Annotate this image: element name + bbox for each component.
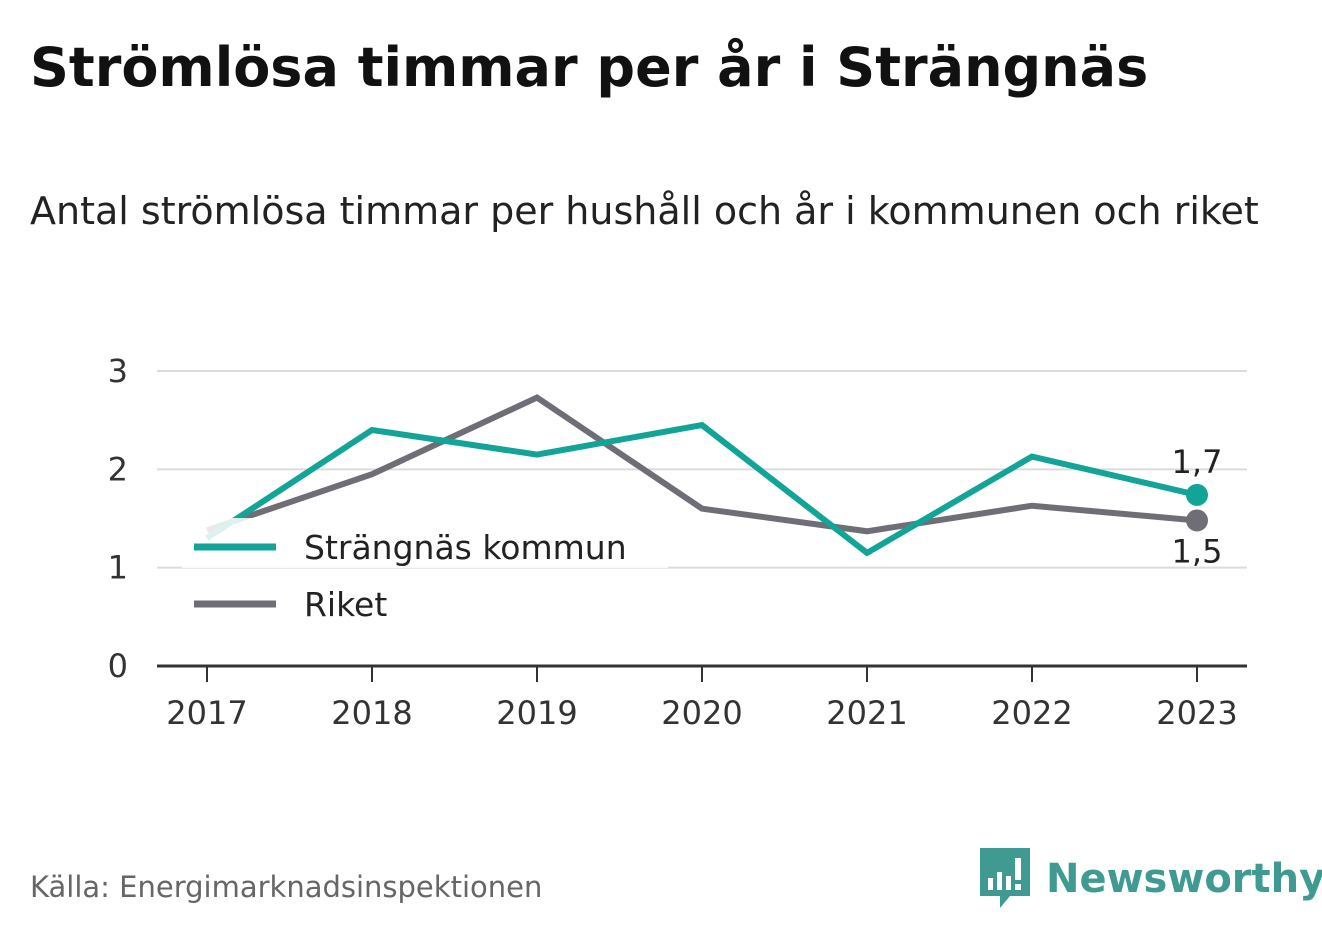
source-note: Källa: Energimarknadsinspektionen: [30, 870, 543, 904]
y-tick-label: 1: [108, 549, 128, 587]
y-tick-label: 0: [108, 647, 128, 685]
y-tick-label: 2: [108, 450, 128, 488]
series-line: [206, 394, 1198, 535]
series-end-point: [1186, 509, 1208, 532]
end-value-label: 1,5: [1172, 532, 1223, 570]
legend: Strängnäs kommun Riket: [182, 518, 668, 624]
series-lines: [205, 394, 1208, 557]
x-tick-label: 2023: [1156, 694, 1237, 732]
series-line: [205, 421, 1198, 557]
x-tick-label: 2022: [991, 694, 1072, 732]
x-tick-label: 2017: [166, 694, 247, 732]
x-tick-label: 2018: [331, 694, 412, 732]
x-tick-label: 2020: [661, 694, 742, 732]
x-axis: 2017 2018 2019 2020 2021 2022 2023: [157, 664, 1247, 732]
x-tick-label: 2019: [496, 694, 577, 732]
x-tick-label: 2021: [826, 694, 907, 732]
legend-label: Riket: [304, 585, 387, 624]
series-end-point: [1186, 483, 1208, 506]
end-value-label: 1,7: [1172, 443, 1223, 481]
newsworthy-logo-icon: [980, 848, 1030, 908]
chart-title: Strömlösa timmar per år i Strängnäs: [30, 36, 1149, 99]
legend-background: [182, 518, 668, 568]
chart-subtitle: Antal strömlösa timmar per hushåll och å…: [30, 189, 1259, 233]
y-axis-ticks: 0 1 2 3: [108, 352, 128, 685]
y-tick-label: 3: [108, 352, 128, 390]
brand-name: Newsworthy: [1046, 856, 1322, 902]
end-labels: 1,7 1,5: [1172, 443, 1223, 571]
legend-label: Strängnäs kommun: [304, 528, 627, 567]
line-chart: 0 1 2 3 2017 2018 2019 2020 2021 2022 2023 Sträng…: [108, 352, 1247, 732]
brand-logo: Newsworthy: [980, 848, 1322, 910]
